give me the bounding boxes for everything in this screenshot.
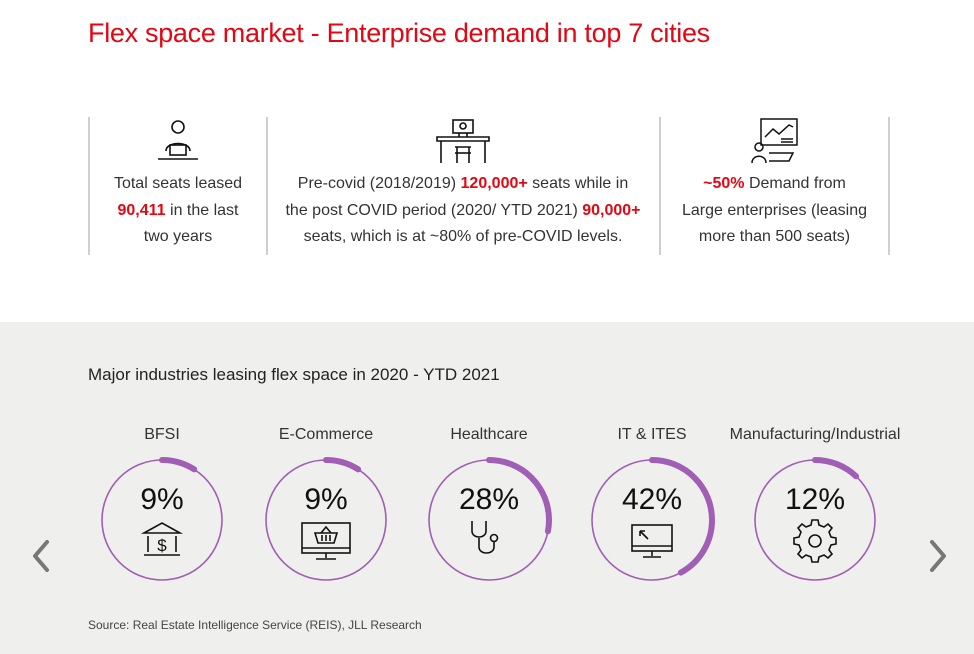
- next-arrow-icon[interactable]: [926, 536, 950, 576]
- industry-it-ites: IT & ITES 42%: [562, 423, 742, 583]
- industry-share-ring: 12%: [752, 457, 878, 583]
- computer-cursor-icon: [631, 524, 673, 558]
- divider: [266, 117, 268, 255]
- stat-enterprise-demand: ~50% Demand from Large enterprises (leas…: [661, 117, 888, 255]
- ring-share-arc: [263, 457, 389, 583]
- industry-label: Healthcare: [450, 426, 528, 443]
- industry-share-ring: 9% $: [99, 457, 225, 583]
- industry-percent: 42%: [622, 483, 682, 516]
- industry-percent: 12%: [785, 483, 845, 516]
- divider: [88, 117, 90, 255]
- stethoscope-icon: [471, 521, 499, 554]
- industry-label: E-Commerce: [278, 426, 374, 443]
- ring-share-arc: [752, 457, 878, 583]
- divider: [888, 117, 890, 255]
- industry-label: Manufacturing/Industrial: [729, 426, 901, 443]
- industry-bfsi: BFSI 9% $: [72, 423, 252, 583]
- previous-arrow-icon[interactable]: [29, 536, 53, 576]
- gear-icon: [793, 519, 837, 563]
- desk-workstation-icon: [436, 119, 490, 163]
- industries-heading: Major industries leasing flex space in 2…: [88, 365, 500, 384]
- ring-share-arc: [426, 457, 552, 583]
- shopping-basket-monitor-icon: [301, 522, 351, 560]
- person-laptop-icon: [158, 120, 198, 160]
- presentation-analytics-icon: [750, 118, 798, 164]
- key-stats: Total seats leased 90,411 in the last tw…: [88, 117, 890, 255]
- industry-label: BFSI: [144, 426, 180, 443]
- ring-track: [101, 459, 223, 581]
- industry-label: IT & ITES: [617, 426, 687, 443]
- bank-icon: $: [140, 522, 184, 556]
- industry-share-ring: 9%: [263, 457, 389, 583]
- industry-manufacturing-industrial: Manufacturing/Industrial 12%: [725, 423, 905, 583]
- divider: [659, 117, 661, 255]
- stat-precovid-text: Pre-covid (2018/2019) 120,000+ seats whi…: [285, 175, 641, 245]
- industry-share-ring: 42%: [589, 457, 715, 583]
- stat-precovid-comparison: Pre-covid (2018/2019) 120,000+ seats whi…: [268, 117, 658, 255]
- industry-percent: 28%: [459, 483, 519, 516]
- industry-healthcare: Healthcare 28%: [399, 423, 579, 583]
- stat-enterprise-text: ~50% Demand from Large enterprises (leas…: [682, 175, 867, 245]
- industry-percent: 9%: [140, 483, 183, 516]
- industry-e-commerce: E-Commerce 9%: [236, 423, 416, 583]
- industries-panel: [0, 322, 974, 654]
- page-title: Flex space market - Enterprise demand in…: [88, 18, 710, 48]
- stat-total-seats-text: Total seats leased 90,411 in the last tw…: [113, 175, 243, 245]
- industry-percent: 9%: [304, 483, 347, 516]
- ring-track: [265, 459, 387, 581]
- industry-share-ring: 28%: [426, 457, 552, 583]
- svg-text:$: $: [157, 536, 167, 555]
- ring-share-arc: [99, 457, 225, 583]
- stat-total-seats: Total seats leased 90,411 in the last tw…: [90, 117, 266, 255]
- ring-share-arc: [589, 457, 715, 583]
- source-note: Source: Real Estate Intelligence Service…: [88, 618, 422, 632]
